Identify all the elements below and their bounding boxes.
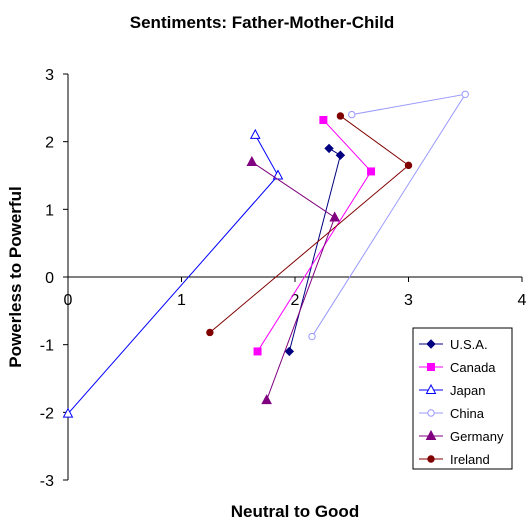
legend-box xyxy=(412,327,513,470)
data-point-canada xyxy=(367,167,376,176)
series-ireland xyxy=(206,112,413,337)
chart-marks xyxy=(62,90,469,418)
chart-title: Sentiments: Father-Mother-Child xyxy=(130,13,394,32)
legend-item-ireland: Ireland xyxy=(419,452,490,467)
legend-item-japan: Japan xyxy=(419,383,485,398)
y-tick-label: 1 xyxy=(45,202,54,219)
data-point-china xyxy=(348,110,356,119)
legend-swatch-marker xyxy=(426,339,436,349)
y-tick-label: 2 xyxy=(45,135,54,152)
legend-item-germany: Germany xyxy=(419,429,504,444)
series-u-s-a xyxy=(284,143,346,357)
legend-item-canada: Canada xyxy=(419,360,496,375)
legend-item-u-s-a: U.S.A. xyxy=(419,337,488,352)
x-tick-label: 3 xyxy=(404,292,413,309)
chart-legend: U.S.A. Canada Japan China Germany Ireland xyxy=(412,327,513,470)
series-canada xyxy=(253,116,376,356)
series-line-u-s-a xyxy=(288,148,341,352)
y-axis-title: Powerless to Powerful xyxy=(6,186,25,367)
data-point-china xyxy=(308,332,316,341)
legend-label: China xyxy=(450,406,485,421)
data-point-ireland xyxy=(206,328,214,337)
data-point-china xyxy=(461,90,469,99)
x-axis-title: Neutral to Good xyxy=(231,502,359,521)
legend-swatch-marker xyxy=(425,429,437,440)
y-tick-label: -2 xyxy=(40,405,54,422)
data-point-u-s-a xyxy=(335,150,346,160)
legend-swatch-marker xyxy=(427,455,435,463)
x-tick-label: 1 xyxy=(177,292,186,309)
y-tick-label: -1 xyxy=(40,338,54,355)
legend-label: Japan xyxy=(450,383,485,398)
y-tick-label: 3 xyxy=(45,67,54,84)
legend-label: U.S.A. xyxy=(450,337,488,352)
legend-item-china: China xyxy=(419,406,485,421)
series-japan xyxy=(62,128,284,418)
series-line-germany xyxy=(251,161,336,401)
data-point-u-s-a xyxy=(284,346,295,357)
legend-swatch-marker xyxy=(427,363,435,371)
data-point-canada xyxy=(319,116,328,125)
legend-label: Germany xyxy=(450,429,504,444)
data-point-germany xyxy=(261,394,272,405)
data-point-germany xyxy=(329,211,341,222)
series-line-japan xyxy=(67,134,279,415)
data-point-ireland xyxy=(404,161,413,170)
data-point-canada xyxy=(253,347,262,356)
data-point-u-s-a xyxy=(324,143,334,154)
legend-swatch-marker xyxy=(427,409,435,417)
x-tick-label: 2 xyxy=(291,292,300,309)
series-china xyxy=(308,90,469,341)
y-tick-label: -3 xyxy=(40,473,54,490)
data-point-japan xyxy=(62,407,74,418)
series-germany xyxy=(246,155,341,405)
data-point-japan xyxy=(249,128,261,139)
legend-label: Canada xyxy=(450,360,496,375)
data-point-ireland xyxy=(336,112,345,120)
data-point-germany xyxy=(246,155,258,166)
y-tick-label: 0 xyxy=(45,270,54,287)
series-line-canada xyxy=(257,119,372,352)
x-tick-label: 0 xyxy=(64,292,73,309)
legend-label: Ireland xyxy=(450,452,490,467)
x-tick-label: 4 xyxy=(518,292,527,309)
series-line-ireland xyxy=(209,115,410,333)
legend-swatch-marker xyxy=(425,383,437,394)
